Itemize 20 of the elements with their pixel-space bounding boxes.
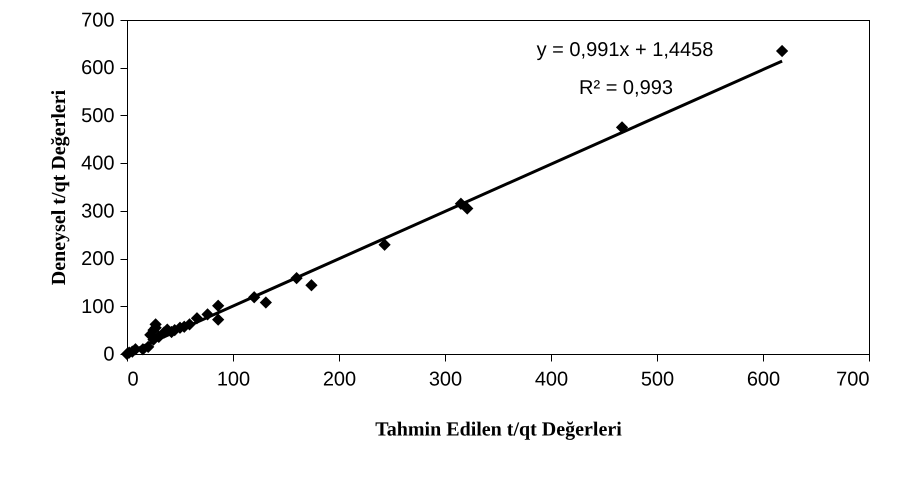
- x-tick-label: 0: [128, 368, 139, 390]
- y-tick-label: 700: [81, 10, 114, 32]
- x-tick-label: 700: [836, 368, 870, 390]
- y-tick-label: 600: [81, 57, 114, 80]
- annotation: R² = 0,993: [579, 77, 673, 99]
- x-tick-label: 400: [534, 368, 568, 390]
- y-tick-label: 500: [81, 104, 114, 127]
- y-tick-label: 400: [81, 152, 114, 175]
- x-tick-label: 200: [322, 368, 356, 390]
- x-axis-title: Tahmin Edilen t/qt Değerleri: [375, 418, 622, 440]
- y-tick-label: 100: [81, 296, 114, 318]
- x-tick-label: 600: [746, 368, 780, 390]
- y-tick-label: 0: [103, 344, 114, 366]
- x-tick-label: 100: [216, 368, 250, 390]
- x-tick-label: 300: [428, 368, 462, 390]
- y-tick-label: 300: [81, 200, 114, 222]
- annotation: y = 0,991x + 1,4458: [536, 39, 714, 61]
- y-tick-label: 200: [81, 248, 114, 270]
- y-axis-title: Deneysel t/qt Değerleri: [48, 89, 70, 286]
- x-tick-label: 500: [640, 368, 674, 390]
